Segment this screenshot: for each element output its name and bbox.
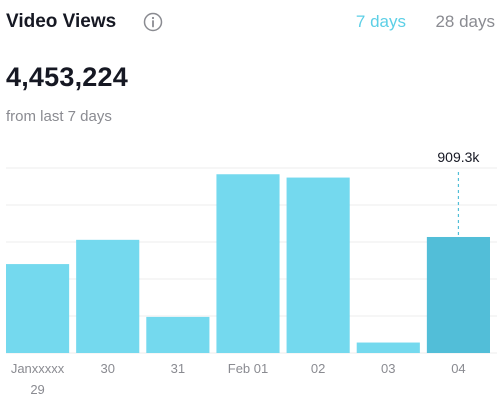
bar-1[interactable] [76,239,140,353]
selected-value-label: 909.3k [437,149,480,165]
x-tick-label: 30 [100,361,114,376]
period-subtitle: from last 7 days [6,108,112,125]
views-bar-chart: Janxxxxx 29 30 31 Feb 01 02 03 04 909.3k [6,149,497,397]
x-tick-label: 03 [381,361,395,376]
header: Video Views 7 days 28 days [6,10,497,36]
bar-5[interactable] [356,342,420,353]
info-icon[interactable] [143,12,163,32]
x-tick-label: 02 [311,361,325,376]
bar-6[interactable] [426,236,490,353]
tab-7-days[interactable]: 7 days [355,12,406,31]
x-tick-label: 31 [171,361,185,376]
x-tick-label: 29 [30,382,44,397]
x-tick-label: Feb 01 [228,361,268,376]
total-views: 4,453,224 [6,62,128,92]
bar-0[interactable] [6,264,70,353]
bar-2[interactable] [146,316,210,353]
x-tick-label: 04 [451,361,465,376]
bar-3[interactable] [216,174,280,353]
tab-28-days[interactable]: 28 days [435,12,495,31]
x-tick-label: Janxxxxx [11,361,65,376]
page-title: Video Views [6,11,117,32]
bar-4[interactable] [286,177,350,353]
